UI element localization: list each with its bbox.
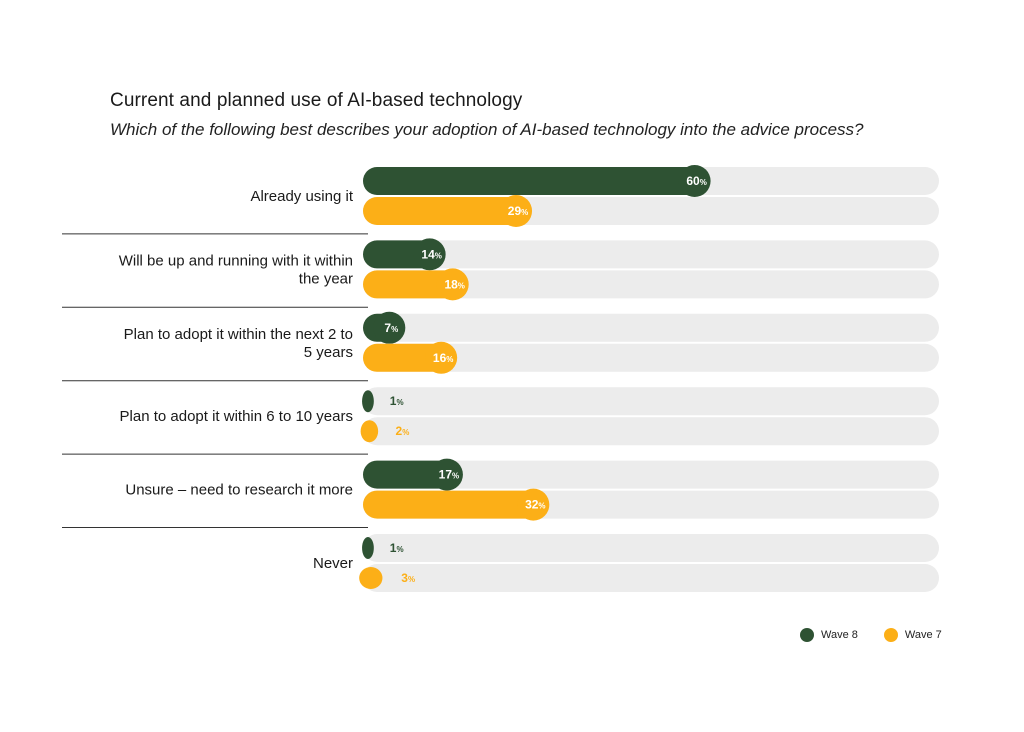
bar-never-wave-7 [359, 567, 383, 589]
bar-track-unsure-need-to-research-it-more-wave-8 [363, 460, 939, 489]
category-label-plan-to-adopt-it-within-the-next-2-to-5-years: Plan to adopt it within the next 2 to 5 y… [124, 326, 353, 361]
value-label-already-using-it-wave-8: 60% [686, 174, 706, 188]
bar-plan-to-adopt-it-within-the-next-2-to-5-years-wave-7-cap [425, 341, 458, 374]
bar-will-be-up-and-running-with-it-within-the-year-wave-7-cap [436, 268, 469, 301]
chart-title: Current and planned use of AI-based tech… [110, 90, 523, 111]
bar-track-plan-to-adopt-it-within-6-to-10-years-wave-8 [363, 387, 939, 416]
value-label-plan-to-adopt-it-within-the-next-2-to-5-years-wave-7: 16% [433, 351, 453, 365]
value-label-will-be-up-and-running-with-it-within-the-year-wave-8: 14% [421, 247, 441, 261]
bar-unsure-need-to-research-it-more-wave-7-cap [517, 488, 550, 521]
bar-track-plan-to-adopt-it-within-6-to-10-years-wave-7 [363, 417, 939, 446]
chart-subtitle: Which of the following best describes yo… [110, 120, 864, 139]
legend-item-wave-8: Wave 8 [800, 628, 858, 642]
bar-track-never-wave-7 [363, 564, 939, 592]
value-label-never-wave-7: 3% [401, 571, 415, 585]
value-label-plan-to-adopt-it-within-6-to-10-years-wave-7: 2% [396, 424, 410, 438]
bar-track-plan-to-adopt-it-within-the-next-2-to-5-years-wave-7 [363, 343, 939, 372]
bar-track-never-wave-8 [363, 534, 939, 562]
bar-already-using-it-wave-7 [363, 197, 531, 225]
value-label-will-be-up-and-running-with-it-within-the-year-wave-7: 18% [444, 277, 464, 291]
bar-unsure-need-to-research-it-more-wave-7 [363, 490, 548, 519]
bar-plan-to-adopt-it-within-the-next-2-to-5-years-wave-8-cap [373, 311, 406, 344]
bar-already-using-it-wave-8-cap [678, 165, 711, 197]
category-label-plan-to-adopt-it-within-6-to-10-years: Plan to adopt it within 6 to 10 years [120, 408, 353, 425]
bar-track-plan-to-adopt-it-within-the-next-2-to-5-years-wave-8 [363, 313, 939, 342]
legend: Wave 8 Wave 7 [800, 628, 942, 642]
category-label-unsure-need-to-research-it-more: Unsure – need to research it more [125, 482, 353, 499]
value-label-plan-to-adopt-it-within-6-to-10-years-wave-8: 1% [390, 394, 404, 408]
legend-swatch-wave-7 [883, 628, 898, 642]
bar-track-will-be-up-and-running-with-it-within-the-year-wave-8 [363, 240, 939, 269]
value-label-unsure-need-to-research-it-more-wave-7: 32% [525, 498, 545, 512]
bar-already-using-it-wave-8 [363, 167, 709, 195]
bar-track-will-be-up-and-running-with-it-within-the-year-wave-7 [363, 270, 939, 299]
bar-plan-to-adopt-it-within-6-to-10-years-wave-8 [362, 390, 374, 413]
legend-swatch-wave-8 [800, 628, 814, 642]
bar-never-wave-8 [362, 537, 374, 559]
category-label-never: Never [313, 555, 353, 572]
category-label-will-be-up-and-running-with-it-within-the-year: Will be up and running with it within the… [119, 252, 353, 287]
value-label-never-wave-8: 1% [390, 541, 404, 555]
value-label-plan-to-adopt-it-within-the-next-2-to-5-years-wave-8: 7% [384, 321, 398, 335]
value-label-unsure-need-to-research-it-more-wave-8: 17% [439, 468, 459, 482]
category-label-already-using-it: Already using it [250, 188, 353, 205]
bar-unsure-need-to-research-it-more-wave-8-cap [430, 458, 463, 491]
value-label-already-using-it-wave-7: 29% [508, 204, 528, 218]
bar-plan-to-adopt-it-within-6-to-10-years-wave-7 [360, 420, 379, 443]
legend-item-wave-7: Wave 7 [883, 628, 942, 642]
bar-will-be-up-and-running-with-it-within-the-year-wave-8-cap [413, 238, 446, 271]
legend-label-wave-7: Wave 7 [904, 629, 942, 641]
bar-already-using-it-wave-7-cap [500, 195, 533, 227]
legend-label-wave-8: Wave 8 [821, 629, 858, 641]
